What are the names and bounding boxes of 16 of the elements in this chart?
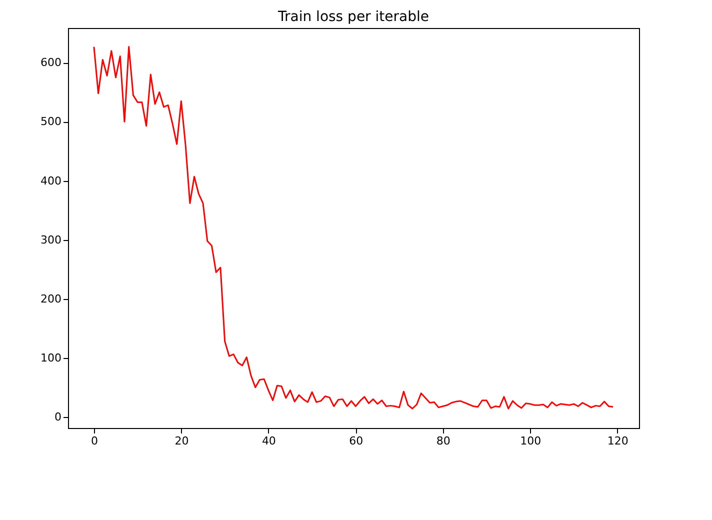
x-tick-label: 20	[174, 434, 189, 448]
x-tick-label: 60	[349, 434, 364, 448]
line-series	[93, 46, 614, 410]
y-tick-label: 400	[40, 174, 62, 188]
chart-title: Train loss per iterable	[277, 9, 429, 25]
y-tick-label: 0	[54, 410, 62, 424]
x-tick-label: 80	[436, 434, 450, 448]
x-tick-label: 0	[90, 434, 98, 448]
y-tick-label: 300	[40, 233, 62, 246]
y-tick-label: 200	[40, 292, 62, 306]
x-tick-label: 100	[520, 434, 542, 448]
x-tick-label: 40	[262, 434, 276, 448]
y-tick-label: 100	[40, 351, 62, 364]
x-tick-label: 120	[607, 434, 628, 448]
y-tick-label: 500	[40, 115, 62, 128]
y-tick-label: 600	[40, 56, 62, 70]
